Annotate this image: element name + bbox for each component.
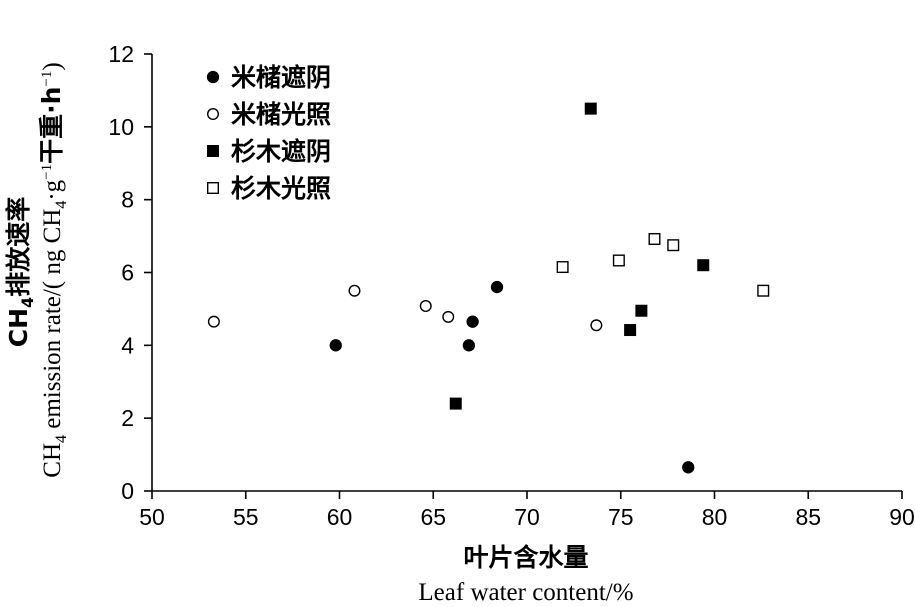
data-point-series-2: [635, 304, 648, 317]
data-point-series-2: [584, 102, 597, 115]
data-point-series-3: [556, 261, 569, 274]
x-axis-label-en: Leaf water content/%: [418, 579, 633, 606]
y-tick-label: 4: [121, 332, 134, 358]
data-point-series-3: [667, 239, 680, 252]
data-point-series-0: [462, 339, 476, 352]
y-tick-label: 12: [108, 41, 134, 67]
tick-labels: 50 55 60 65 70 75 80 85 90 0 2 4 6 8 10 12: [108, 41, 914, 530]
data-point-series-1: [348, 284, 361, 297]
x-tick-label: 80: [702, 504, 728, 530]
y-label-cn-ch: CH: [4, 308, 33, 347]
y-axis-label-cn: CH4排放速率: [4, 197, 37, 347]
x-axis-label-cn: 叶片含水量: [463, 543, 588, 572]
y-label-en-p1: 4: [53, 435, 70, 443]
legend-marker: [206, 70, 220, 84]
x-tick-label: 65: [420, 504, 446, 530]
x-tick-label: 55: [233, 504, 259, 530]
y-label-cn-sub: 4: [18, 297, 37, 308]
data-point-series-3: [612, 254, 625, 267]
x-tick-label: 75: [608, 504, 634, 530]
legend-label: 杉木光照: [231, 174, 331, 203]
y-tick-label: 8: [121, 187, 134, 213]
data-point-series-2: [697, 259, 710, 272]
legend-marker: [206, 181, 219, 194]
y-label-cn-rest: 排放速率: [4, 197, 33, 297]
y-label-en-p5: −1: [39, 164, 55, 180]
data-point-series-1: [207, 315, 220, 328]
y-label-en-p4: ·g: [39, 179, 66, 200]
legend-marker: [206, 107, 219, 120]
y-label-en-p3: 4: [53, 201, 70, 209]
y-tick-label: 2: [121, 405, 134, 431]
data-point-series-0: [682, 461, 695, 474]
legend-label: 杉木遮阴: [231, 137, 331, 166]
y-label-en-p7: −1: [39, 71, 55, 87]
data-point-series-2: [624, 324, 637, 337]
ticks: [144, 53, 903, 499]
x-tick-label: 85: [795, 504, 821, 530]
y-label-en-p0: CH: [39, 443, 66, 478]
data-point-series-0: [466, 315, 479, 328]
y-tick-label: 0: [121, 478, 134, 504]
data-point-series-0: [490, 280, 504, 294]
y-label-en-p6: 干重·h: [37, 87, 66, 164]
legend-label: 米槠遮阴: [231, 63, 331, 92]
data-point-series-0: [329, 339, 342, 352]
data-point-series-3: [757, 284, 770, 297]
x-tick-label: 50: [139, 504, 165, 530]
y-label-en-p2: emission rate/( ng CH: [39, 209, 66, 435]
x-tick-label: 70: [514, 504, 540, 530]
data-point-series-1: [419, 300, 432, 313]
y-tick-label: 6: [121, 260, 134, 286]
data-point-series-2: [449, 397, 462, 410]
data-point-series-1: [590, 319, 603, 332]
legend-label: 米槠光照: [231, 100, 331, 129]
data-points: [207, 102, 770, 474]
data-point-series-1: [442, 310, 455, 323]
x-tick-label: 90: [889, 504, 915, 530]
y-tick-label: 10: [108, 114, 134, 140]
y-label-en-p8: ): [39, 62, 66, 70]
data-point-series-3: [648, 232, 661, 245]
legend-marker: [207, 145, 219, 157]
x-tick-label: 60: [327, 504, 353, 530]
y-axis-label-en: CH4 emission rate/( ng CH4·g−1干重·h−1): [37, 62, 70, 477]
